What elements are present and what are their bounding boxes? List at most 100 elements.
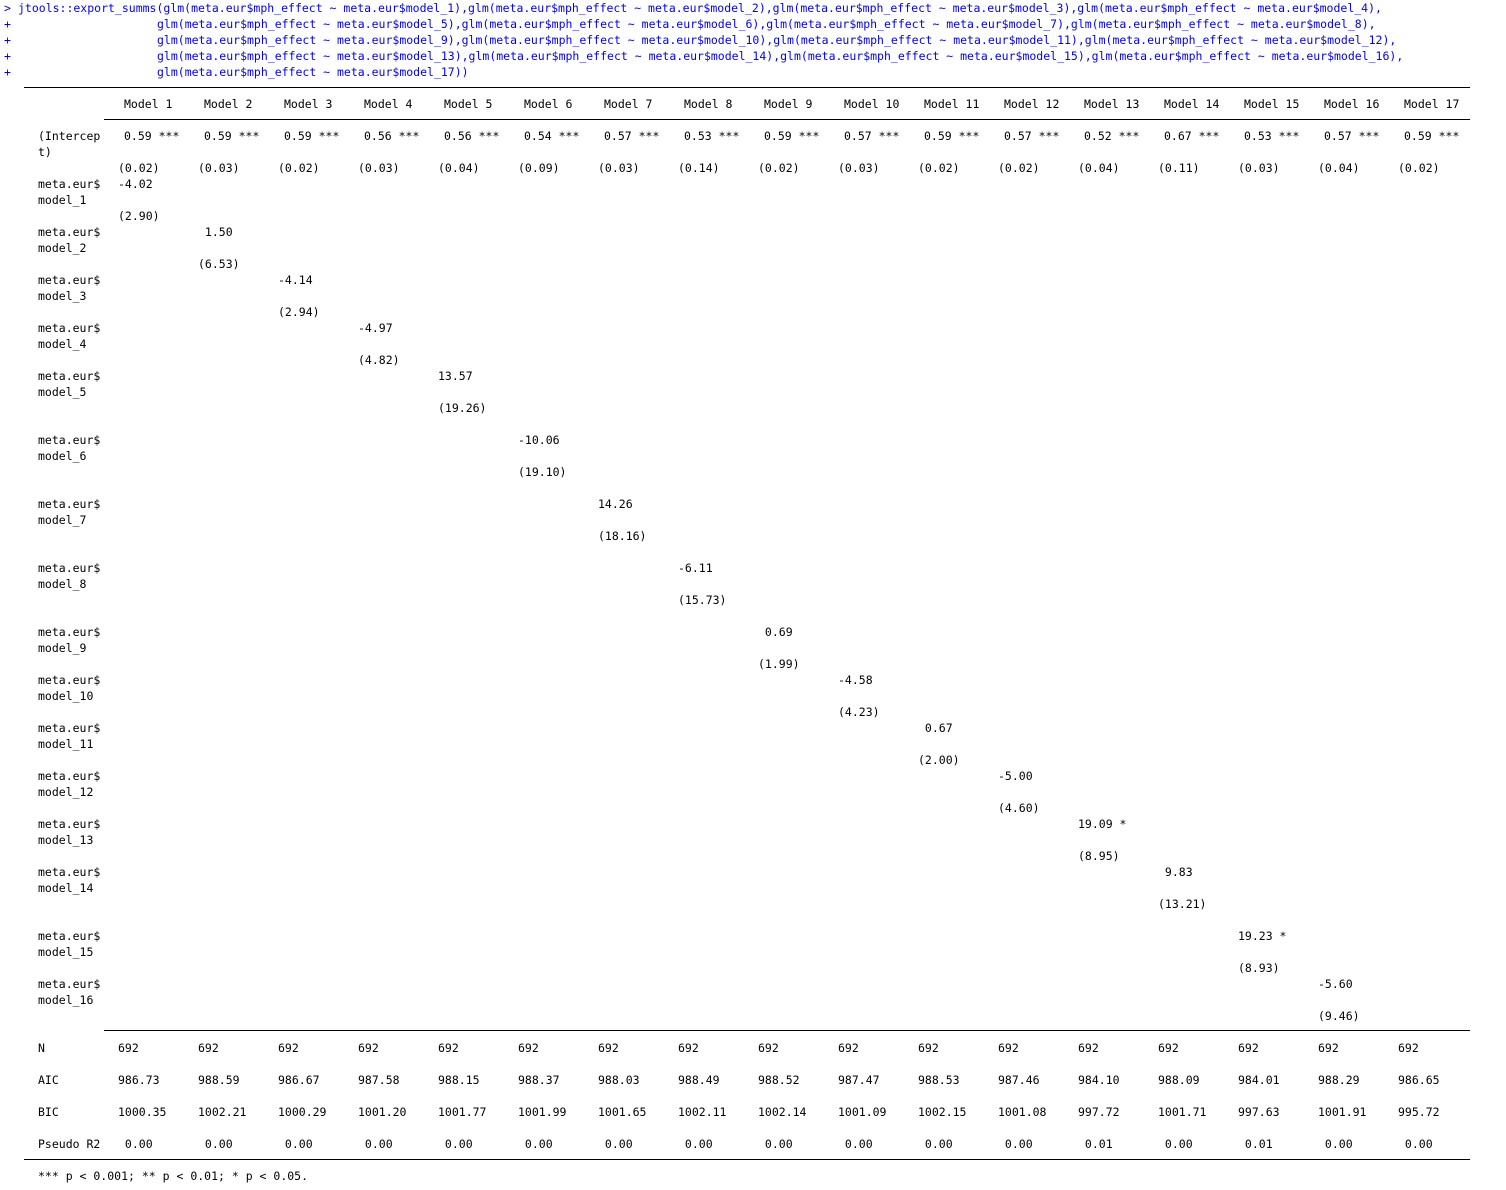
stat-value: 986.65 [1398, 1073, 1440, 1087]
stat-value: 986.67 [278, 1073, 320, 1087]
intercept-std-error: (0.02) [1398, 161, 1440, 175]
stat-value: 988.53 [918, 1073, 960, 1087]
stat-value: 1001.20 [358, 1105, 407, 1119]
row-label-model: meta.eur$ model_10 [38, 672, 104, 704]
stat-value: 984.01 [1238, 1073, 1280, 1087]
intercept-std-error: (0.02) [998, 161, 1040, 175]
stat-value: 0.01 [1078, 1137, 1113, 1151]
console-prompt: > [4, 1, 11, 15]
coefficient-estimate: -5.60 [1318, 977, 1353, 991]
row-label-line: meta.eur$ [38, 497, 101, 511]
stat-value: 987.58 [358, 1073, 400, 1087]
intercept-estimate: 0.53 *** [1244, 129, 1300, 143]
coefficient-std-error: (4.23) [838, 705, 880, 719]
coefficient-estimate: 19.09 * [1078, 817, 1127, 831]
row-label-line: meta.eur$ [38, 369, 101, 383]
column-header: Model 10 [844, 97, 900, 111]
row-label-line: t) [38, 145, 52, 159]
row-label-line: model_12 [38, 785, 94, 799]
column-header: Model 1 [124, 97, 173, 111]
stat-value: 692 [678, 1041, 699, 1055]
column-header: Model 4 [364, 97, 413, 111]
stat-value: 0.00 [518, 1137, 553, 1151]
stat-value: 692 [998, 1041, 1019, 1055]
stat-value: 692 [518, 1041, 539, 1055]
column-header: Model 9 [764, 97, 813, 111]
intercept-std-error: (0.02) [278, 161, 320, 175]
stat-value: 1001.09 [838, 1105, 887, 1119]
stat-value: 0.00 [998, 1137, 1033, 1151]
row-label-line: meta.eur$ [38, 865, 101, 879]
column-header: Model 13 [1084, 97, 1140, 111]
stat-value: 0.00 [1318, 1137, 1353, 1151]
row-label-line: model_11 [38, 737, 94, 751]
coefficient-std-error: (4.82) [358, 353, 400, 367]
row-label-line: meta.eur$ [38, 769, 101, 783]
row-label-model: meta.eur$ model_6 [38, 432, 104, 464]
row-label-model: meta.eur$ model_7 [38, 496, 104, 528]
stat-value: 988.52 [758, 1073, 800, 1087]
stat-value: 692 [838, 1041, 859, 1055]
console-prompt: + [4, 33, 11, 47]
row-label-model: meta.eur$ model_1 [38, 176, 104, 208]
table-bottom-rule [24, 1159, 1470, 1160]
intercept-std-error: (0.02) [118, 161, 160, 175]
coefficient-estimate: 19.23 * [1238, 929, 1287, 943]
stat-value: 0.00 [1398, 1137, 1433, 1151]
row-label-line: meta.eur$ [38, 321, 101, 335]
console-command[interactable]: > jtools::export_summs(glm(meta.eur$mph_e… [4, 0, 1403, 80]
column-header: Model 16 [1324, 97, 1380, 111]
coefficient-std-error: (15.73) [678, 593, 727, 607]
stat-value: 0.00 [198, 1137, 233, 1151]
intercept-std-error: (0.03) [1238, 161, 1280, 175]
stat-value: 1001.08 [998, 1105, 1047, 1119]
coefficient-estimate: -4.14 [278, 273, 313, 287]
stat-value: 0.00 [678, 1137, 713, 1151]
coefficient-estimate: -10.06 [518, 433, 560, 447]
stat-value: 988.29 [1318, 1073, 1360, 1087]
row-label-model: meta.eur$ model_15 [38, 928, 104, 960]
coefficient-std-error: (8.93) [1238, 961, 1280, 975]
stat-value: 692 [1158, 1041, 1179, 1055]
intercept-estimate: 0.54 *** [524, 129, 580, 143]
row-label-line: model_5 [38, 385, 87, 399]
intercept-estimate: 0.56 *** [444, 129, 500, 143]
stat-value: 1001.71 [1158, 1105, 1207, 1119]
stat-value: 1002.15 [918, 1105, 967, 1119]
row-label-line: meta.eur$ [38, 433, 101, 447]
column-header: Model 17 [1404, 97, 1460, 111]
console-line: + glm(meta.eur$mph_effect ~ meta.eur$mode… [4, 48, 1403, 64]
stat-value: 995.72 [1398, 1105, 1440, 1119]
intercept-estimate: 0.57 *** [844, 129, 900, 143]
intercept-std-error: (0.09) [518, 161, 560, 175]
row-label-model: meta.eur$ model_11 [38, 720, 104, 752]
stat-value: 997.63 [1238, 1105, 1280, 1119]
stat-value: 1002.11 [678, 1105, 727, 1119]
intercept-estimate: 0.57 *** [1324, 129, 1380, 143]
column-header: Model 15 [1244, 97, 1300, 111]
intercept-estimate: 0.56 *** [364, 129, 420, 143]
stat-value: 1001.65 [598, 1105, 647, 1119]
column-header: Model 6 [524, 97, 573, 111]
console-prompt: + [4, 17, 11, 31]
row-label-model: meta.eur$ model_2 [38, 224, 104, 256]
stat-value: 997.72 [1078, 1105, 1120, 1119]
stat-value: 0.00 [758, 1137, 793, 1151]
intercept-estimate: 0.59 *** [204, 129, 260, 143]
intercept-std-error: (0.03) [838, 161, 880, 175]
stat-label: N [38, 1041, 45, 1055]
row-label-line: model_15 [38, 945, 94, 959]
column-header: Model 11 [924, 97, 980, 111]
console-prompt: + [4, 49, 11, 63]
console-line: + glm(meta.eur$mph_effect ~ meta.eur$mode… [4, 16, 1403, 32]
intercept-std-error: (0.04) [1318, 161, 1360, 175]
row-label-line: meta.eur$ [38, 177, 101, 191]
intercept-estimate: 0.57 *** [604, 129, 660, 143]
coefficient-std-error: (13.21) [1158, 897, 1207, 911]
stat-value: 988.59 [198, 1073, 240, 1087]
row-label-line: meta.eur$ [38, 673, 101, 687]
row-label-line: model_6 [38, 449, 87, 463]
row-label-line: model_9 [38, 641, 87, 655]
stat-value: 1002.21 [198, 1105, 247, 1119]
coefficient-estimate: -4.97 [358, 321, 393, 335]
